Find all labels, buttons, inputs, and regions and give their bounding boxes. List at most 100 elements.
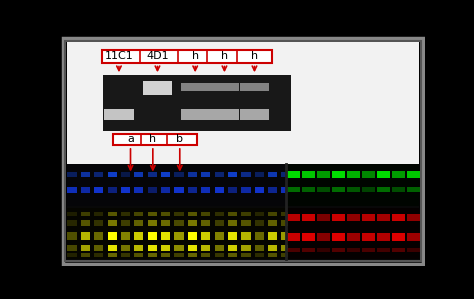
- Bar: [113, 134, 198, 145]
- Bar: [241, 245, 251, 251]
- Bar: [255, 172, 264, 177]
- Bar: [181, 109, 210, 120]
- Bar: [362, 214, 375, 221]
- Bar: [407, 248, 419, 252]
- Bar: [287, 171, 301, 178]
- Bar: [288, 208, 419, 259]
- Bar: [362, 187, 375, 192]
- Bar: [347, 214, 360, 221]
- Bar: [94, 253, 103, 257]
- Bar: [317, 187, 330, 192]
- Bar: [241, 212, 251, 216]
- Bar: [121, 253, 130, 257]
- Bar: [215, 187, 224, 193]
- Bar: [108, 245, 117, 251]
- Bar: [108, 172, 117, 177]
- Bar: [240, 83, 269, 91]
- Bar: [108, 220, 117, 226]
- Bar: [228, 245, 237, 251]
- Bar: [392, 248, 405, 252]
- Bar: [268, 253, 277, 257]
- Bar: [201, 245, 210, 251]
- Bar: [147, 172, 157, 177]
- Bar: [201, 187, 210, 193]
- Bar: [317, 233, 330, 241]
- Bar: [67, 187, 77, 193]
- Bar: [66, 42, 419, 164]
- Bar: [282, 172, 291, 177]
- Bar: [121, 172, 130, 177]
- Bar: [147, 212, 157, 216]
- Bar: [81, 187, 90, 193]
- Bar: [161, 187, 170, 193]
- Bar: [302, 214, 315, 221]
- Bar: [201, 172, 210, 177]
- Bar: [67, 220, 77, 226]
- Bar: [317, 171, 330, 178]
- Bar: [134, 253, 144, 257]
- Bar: [392, 214, 405, 221]
- Bar: [161, 245, 170, 251]
- Bar: [241, 172, 251, 177]
- Bar: [302, 248, 315, 252]
- Bar: [174, 212, 183, 216]
- Bar: [94, 172, 103, 177]
- Bar: [121, 220, 130, 226]
- Text: h: h: [221, 51, 228, 61]
- Bar: [215, 172, 224, 177]
- Text: h: h: [191, 51, 199, 61]
- Bar: [228, 232, 237, 240]
- Bar: [81, 220, 90, 226]
- Bar: [161, 253, 170, 257]
- Bar: [317, 248, 330, 252]
- Bar: [181, 83, 210, 91]
- Bar: [81, 172, 90, 177]
- Text: h: h: [251, 51, 258, 61]
- Bar: [268, 172, 277, 177]
- Bar: [104, 109, 134, 120]
- Text: 11C1: 11C1: [105, 51, 133, 61]
- Bar: [188, 220, 197, 226]
- Bar: [188, 187, 197, 193]
- Bar: [121, 212, 130, 216]
- Bar: [362, 233, 375, 241]
- Bar: [134, 172, 144, 177]
- Bar: [347, 187, 360, 192]
- Bar: [161, 220, 170, 226]
- Bar: [255, 212, 264, 216]
- Bar: [188, 212, 197, 216]
- Bar: [268, 232, 277, 240]
- Bar: [121, 232, 130, 240]
- Bar: [302, 233, 315, 241]
- Bar: [174, 253, 183, 257]
- Bar: [282, 220, 291, 226]
- Bar: [94, 232, 103, 240]
- Bar: [317, 214, 330, 221]
- Bar: [66, 164, 419, 260]
- Bar: [228, 172, 237, 177]
- Bar: [174, 232, 183, 240]
- Text: 4D1: 4D1: [146, 51, 169, 61]
- Bar: [134, 232, 144, 240]
- Bar: [121, 245, 130, 251]
- Bar: [188, 232, 197, 240]
- Bar: [134, 220, 144, 226]
- Bar: [268, 187, 277, 193]
- Bar: [210, 83, 239, 91]
- Bar: [282, 245, 291, 251]
- Bar: [188, 172, 197, 177]
- Bar: [215, 232, 224, 240]
- Bar: [377, 214, 390, 221]
- Bar: [255, 232, 264, 240]
- Bar: [147, 187, 157, 193]
- Bar: [174, 245, 183, 251]
- Bar: [407, 187, 419, 192]
- Bar: [210, 109, 239, 120]
- Bar: [174, 187, 183, 193]
- Bar: [282, 212, 291, 216]
- Bar: [108, 187, 117, 193]
- Bar: [81, 212, 90, 216]
- Bar: [94, 187, 103, 193]
- Bar: [392, 171, 405, 178]
- Bar: [241, 220, 251, 226]
